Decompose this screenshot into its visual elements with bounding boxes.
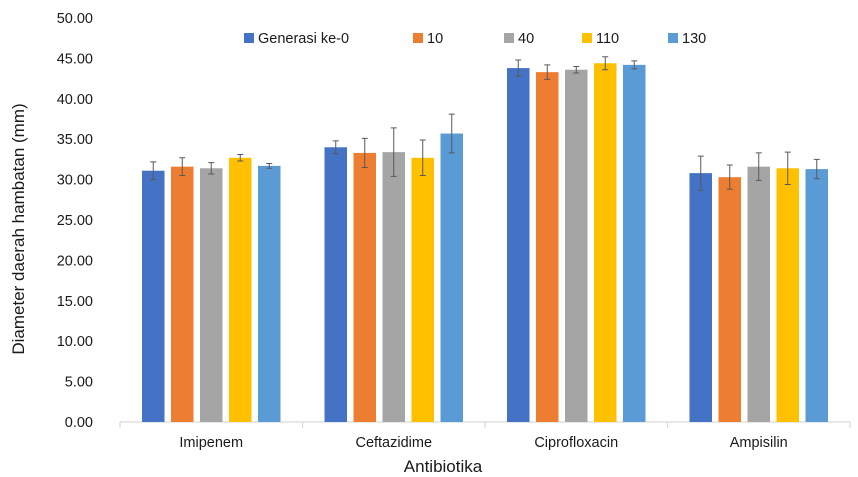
category-label: Ceftazidime [355,435,432,451]
legend-label: 110 [596,31,619,47]
error-bar [390,127,397,177]
bar [229,157,252,422]
error-bar [602,56,609,71]
y-tick-label: 0.00 [65,415,93,431]
y-tick-label: 5.00 [65,375,93,391]
bar-group [324,113,463,423]
legend-item: 10 [413,31,443,47]
error-bar [697,155,704,191]
error-bar [237,154,244,162]
legend-label: Generasi ke-0 [258,31,349,47]
y-tick-label: 45.00 [57,51,93,67]
y-axis-title: Diameter daerah hambatan (mm) [9,103,28,354]
legend-swatch [668,33,678,43]
error-bar [419,139,426,177]
error-bar [448,113,455,154]
error-bar [332,140,339,155]
bar [805,169,828,422]
legend-swatch [504,33,514,43]
bar-group [689,151,828,422]
y-tick-label: 20.00 [57,253,93,269]
bar [171,166,194,422]
bar [507,68,530,422]
legend: Generasi ke-0 10 40 110 130 [244,31,706,47]
y-tick-label: 25.00 [57,213,93,229]
bar [594,63,617,423]
y-tick-label: 35.00 [57,132,93,148]
legend-swatch [244,33,254,43]
legend-swatch [582,33,592,43]
y-axis: 0.00 5.00 10.00 15.00 20.00 25.00 30.00 35.00 40… [57,11,93,431]
error-bar [266,162,273,169]
error-bar [515,59,522,77]
legend-item: Generasi ke-0 [244,31,349,47]
error-bar [208,162,215,175]
bar [718,177,741,422]
error-bar [726,164,733,190]
category-label: Ciprofloxacin [534,435,618,451]
category-label: Ampisilin [730,435,788,451]
bar [776,168,799,422]
legend-swatch [413,33,423,43]
category-label: Imipenem [179,435,243,451]
error-bar [784,151,791,185]
legend-item: 110 [582,31,619,47]
bar [565,69,588,422]
x-axis-title: Antibiotika [404,457,483,476]
bar-groups [142,56,828,423]
legend-item: 130 [668,31,706,47]
legend-label: 130 [682,31,706,47]
bar [536,72,559,423]
error-bar [150,161,157,181]
bar [258,165,281,422]
error-bar [631,60,638,70]
error-bar [361,137,368,168]
y-tick-label: 15.00 [57,294,93,310]
legend-item: 40 [504,31,534,47]
legend-label: 40 [518,31,534,47]
bar [200,168,223,422]
bar [623,64,646,422]
error-bar [179,157,186,177]
y-tick-label: 40.00 [57,92,93,108]
y-tick-label: 30.00 [57,173,93,189]
bar [142,170,165,422]
y-tick-label: 50.00 [57,11,93,27]
bar [440,133,463,422]
bar [353,152,376,422]
error-bar [755,152,762,181]
legend-label: 10 [427,31,443,47]
y-tick-label: 10.00 [57,334,93,350]
bar [324,147,347,422]
bar [747,166,770,422]
bar-group [507,56,646,423]
error-bar [573,65,580,74]
bar-group [142,154,281,422]
bar [382,152,405,423]
error-bar [544,64,551,80]
error-bar [813,158,820,180]
bar [689,173,712,422]
bar [411,157,434,422]
x-axis: Imipenem Ceftazidime Ciprofloxacin Ampisili… [119,421,851,451]
